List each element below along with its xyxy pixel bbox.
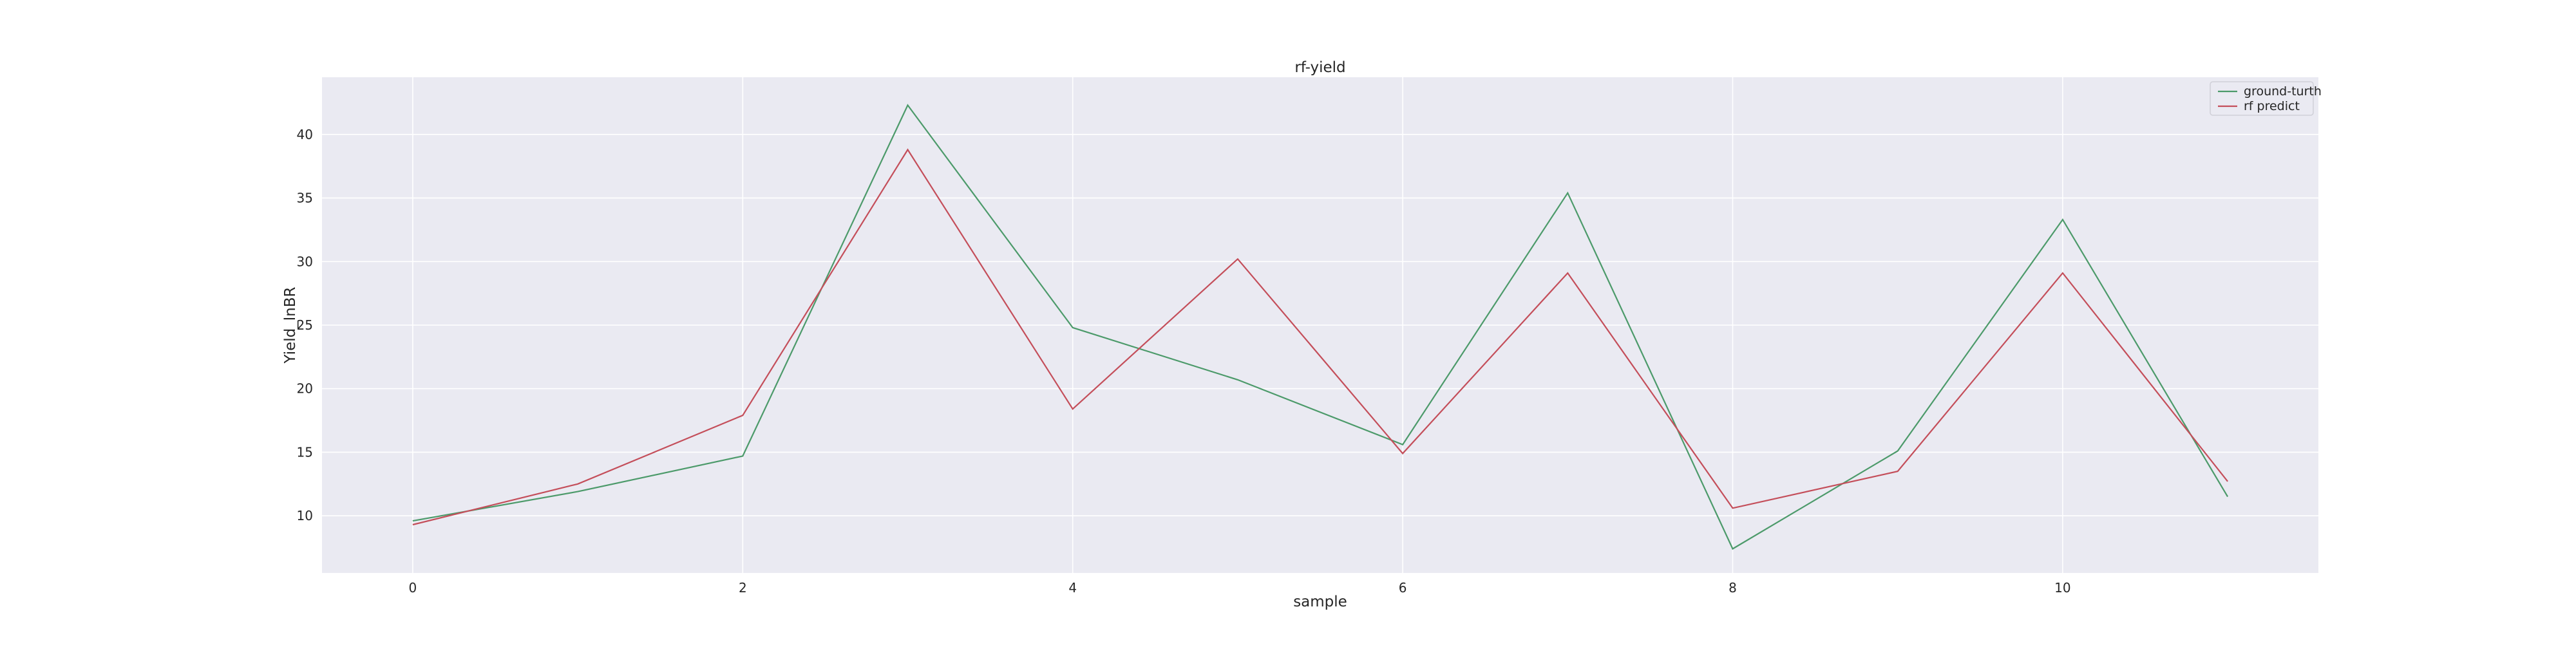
series-line-2 bbox=[412, 148, 2228, 526]
x-axis-label: sample bbox=[1293, 594, 1347, 610]
x-tick-label: 0 bbox=[409, 580, 417, 595]
legend-label: rf predict bbox=[2244, 99, 2300, 113]
y-tick-label: 20 bbox=[297, 381, 313, 397]
y-tick-label: 10 bbox=[297, 508, 313, 523]
legend-label: ground-turth bbox=[2244, 84, 2322, 98]
x-tick-label: 4 bbox=[1068, 580, 1077, 595]
y-tick-label: 40 bbox=[297, 127, 313, 142]
x-tick-label: 8 bbox=[1728, 580, 1737, 595]
y-axis-label: Yield_lnBR bbox=[282, 286, 299, 364]
y-tick-label: 30 bbox=[297, 254, 313, 269]
x-tick-label: 10 bbox=[2054, 580, 2070, 595]
y-tick-label: 25 bbox=[297, 317, 313, 333]
x-tick-label: 2 bbox=[739, 580, 747, 595]
y-tick-label: 15 bbox=[297, 444, 313, 460]
x-tick-label: 6 bbox=[1399, 580, 1407, 595]
series-lines bbox=[412, 104, 2229, 550]
y-tick-label: 35 bbox=[297, 191, 313, 206]
series-line-1 bbox=[412, 104, 2229, 550]
tick-labels: 0 2 4 6 8 10 10 15 20 25 30 35 40 bbox=[297, 127, 2071, 595]
chart-title: rf-yield bbox=[1294, 59, 1345, 76]
